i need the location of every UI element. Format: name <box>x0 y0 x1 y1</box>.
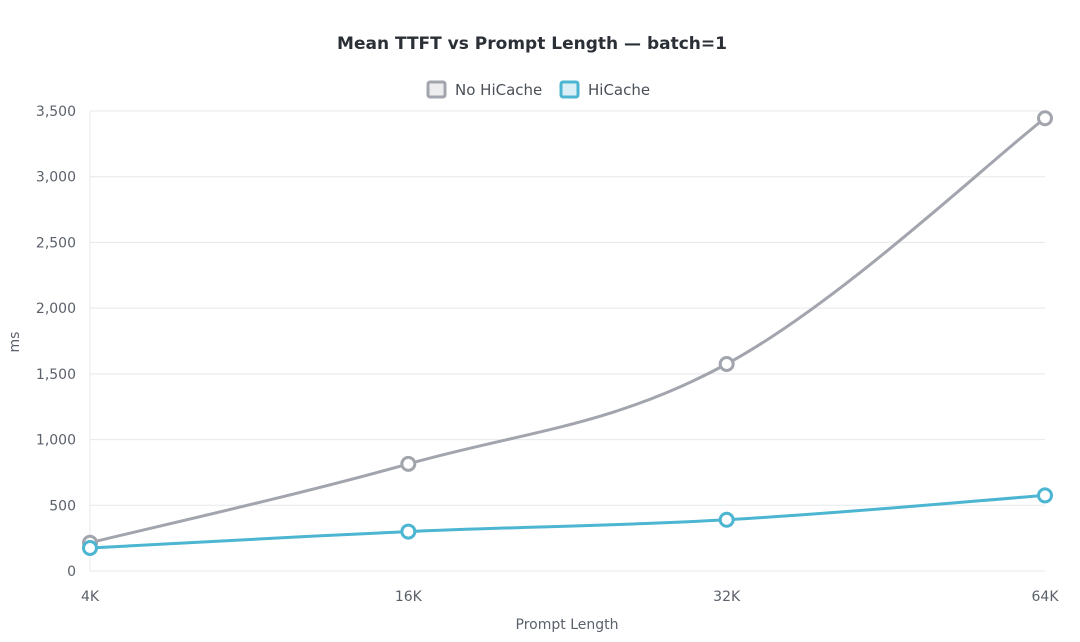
data-point[interactable] <box>718 511 735 528</box>
y-tick-label: 0 <box>67 564 76 580</box>
y-tick-label: 1,000 <box>36 433 76 449</box>
data-point[interactable] <box>1037 110 1053 127</box>
x-tick-label: 4K <box>81 589 100 605</box>
y-axis-ticks: 0 500 1,000 1,500 2,000 2,500 3,000 3,500 <box>36 104 76 580</box>
x-tick-label: 16K <box>395 589 423 605</box>
y-axis-title: ms <box>7 332 23 353</box>
legend-item[interactable]: HiCache <box>559 80 650 99</box>
data-point[interactable] <box>400 523 417 540</box>
x-tick-label: 64K <box>1032 589 1060 605</box>
legend-label: No HiCache <box>455 81 542 99</box>
series-line <box>88 493 1047 550</box>
y-tick-label: 500 <box>49 498 76 514</box>
legend-item[interactable]: No HiCache <box>426 80 542 99</box>
legend: No HiCache HiCache <box>426 80 650 99</box>
x-axis-title: Prompt Length <box>516 617 619 633</box>
x-tick-label: 32K <box>713 589 741 605</box>
y-tick-label: 1,500 <box>36 367 76 383</box>
series-line <box>88 116 1047 545</box>
grid <box>89 110 1045 572</box>
series-layer <box>82 110 1053 556</box>
x-axis-ticks: 4K 16K 32K 64K <box>81 589 1059 605</box>
data-point[interactable] <box>82 540 98 556</box>
chart-title: Mean TTFT vs Prompt Length — batch=1 <box>337 34 727 54</box>
y-tick-label: 3,000 <box>36 170 76 186</box>
y-tick-label: 2,500 <box>36 235 76 251</box>
legend-swatch <box>559 80 580 99</box>
y-tick-label: 2,000 <box>36 301 76 317</box>
y-tick-label: 3,500 <box>36 104 76 120</box>
legend-label: HiCache <box>588 81 650 99</box>
series-group <box>82 487 1053 556</box>
data-point[interactable] <box>1037 487 1053 504</box>
legend-swatch <box>426 80 447 99</box>
data-point[interactable] <box>400 455 417 472</box>
series-group <box>82 110 1053 551</box>
data-point[interactable] <box>718 356 735 372</box>
